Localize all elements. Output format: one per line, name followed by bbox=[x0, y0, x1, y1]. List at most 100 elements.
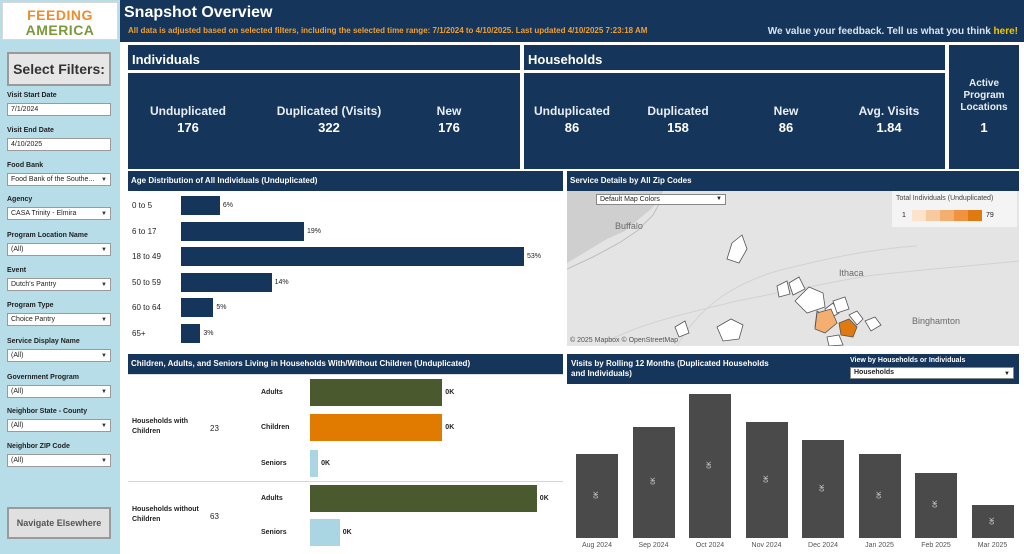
age-bar bbox=[181, 196, 220, 215]
filter-program-location-name-select[interactable]: (All) ▼ bbox=[7, 243, 111, 256]
navigate-elsewhere-button[interactable]: Navigate Elsewhere bbox=[7, 507, 111, 539]
filter-service-display-name-select[interactable]: (All) ▼ bbox=[7, 349, 111, 362]
metric-value: 86 bbox=[564, 120, 580, 135]
feedback-message: We value your feedback. Tell us what you… bbox=[768, 26, 1018, 37]
hh-value-label: 0K bbox=[445, 389, 455, 396]
hh-group-without-children: Households without Children bbox=[132, 506, 199, 523]
filter-value: (All) bbox=[11, 457, 24, 464]
divider bbox=[128, 374, 563, 375]
zip-area[interactable] bbox=[826, 334, 844, 346]
zip-area[interactable] bbox=[864, 316, 882, 332]
legend-max: 79 bbox=[986, 212, 994, 219]
view-by-select[interactable]: Households ▼ bbox=[850, 367, 1014, 379]
metric-ind-duplicated: Duplicated (Visits) 322 bbox=[259, 104, 399, 135]
visits-month-label: Dec 2024 bbox=[808, 542, 838, 549]
hh-group-with-children: Households with Children bbox=[132, 418, 188, 435]
age-value-label: 3% bbox=[203, 329, 214, 337]
filter-program-type-select[interactable]: Choice Pantry ▼ bbox=[7, 313, 111, 326]
households-metrics: Unduplicated 86 Duplicated 158 New 86 Av… bbox=[524, 73, 945, 169]
road-line bbox=[676, 245, 918, 346]
hh-count-with-children: 23 bbox=[210, 424, 219, 433]
individuals-title: Individuals bbox=[132, 52, 200, 67]
filter-food-bank-select[interactable]: Food Bank of the Southe... ▼ bbox=[7, 173, 111, 186]
visits-bar-label: 0K bbox=[876, 491, 883, 499]
metric-label: Duplicated (Visits) bbox=[276, 104, 382, 118]
visits-chart: 0K Aug 2024 0K Sep 2024 0K Oct 2024 0K Nov 2024… bbox=[567, 384, 1019, 554]
chevron-down-icon: ▼ bbox=[101, 177, 107, 183]
visits-bar bbox=[971, 505, 1014, 538]
chevron-down-icon: ▼ bbox=[1004, 371, 1010, 377]
individuals-title-bar: Individuals bbox=[128, 45, 520, 70]
map-colors-dropdown[interactable]: Default Map Colors ▼ bbox=[596, 194, 726, 205]
zip-area-highlight[interactable] bbox=[814, 308, 838, 334]
visits-bar-label: 0K bbox=[650, 477, 657, 485]
legend-min: 1 bbox=[902, 212, 906, 219]
filter-label-visit-start-date: Visit Start Date bbox=[7, 92, 57, 99]
visits-month-label: Jan 2025 bbox=[865, 542, 894, 549]
zip-area[interactable] bbox=[674, 320, 690, 338]
metric-hh-duplicated: Duplicated 158 bbox=[632, 104, 724, 135]
individuals-metrics: Unduplicated 176 Duplicated (Visits) 322… bbox=[128, 73, 520, 169]
filter-label-program-location-name: Program Location Name bbox=[7, 232, 88, 239]
visits-bar-label: 0K bbox=[820, 484, 826, 492]
filter-government-program-select[interactable]: (All) ▼ bbox=[7, 385, 111, 398]
age-value-label: 6% bbox=[222, 202, 233, 209]
age-bar bbox=[181, 221, 304, 241]
legend-title: Total Individuals (Unduplicated) bbox=[896, 195, 994, 202]
metric-value: 158 bbox=[667, 120, 689, 135]
filter-value: 7/1/2024 bbox=[11, 106, 39, 113]
metric-hh-unduplicated: Unduplicated 86 bbox=[528, 104, 616, 135]
age-value-label: 14% bbox=[274, 278, 289, 286]
active-locations-value: 1 bbox=[980, 120, 988, 135]
visits-title: Visits by Rolling 12 Months (Duplicated … bbox=[571, 359, 769, 378]
visits-bar bbox=[858, 454, 901, 538]
view-by-label: View by Households or Individuals bbox=[850, 357, 966, 364]
feedback-link[interactable]: here! bbox=[993, 26, 1018, 37]
filter-visit-start-date-input[interactable]: 7/1/2024 bbox=[7, 103, 111, 116]
shoreline bbox=[567, 196, 664, 270]
filter-neighbor-state-county-select[interactable]: (All) ▼ bbox=[7, 419, 111, 432]
households-title: Households bbox=[528, 52, 603, 67]
filter-label-neighbor-state-county: Neighbor State - County bbox=[7, 408, 88, 415]
metric-value: 322 bbox=[318, 120, 340, 135]
metric-value: 176 bbox=[177, 120, 199, 135]
zip-code-map[interactable]: Default Map Colors ▼ Total Individuals (U… bbox=[567, 191, 1019, 346]
zip-area[interactable] bbox=[716, 318, 744, 342]
chevron-down-icon: ▼ bbox=[716, 196, 722, 202]
filter-event-select[interactable]: Dutch's Pantry ▼ bbox=[7, 278, 111, 291]
filter-label-program-type: Program Type bbox=[7, 302, 54, 309]
road-line bbox=[606, 260, 1019, 342]
active-locations-label: Active Program Locations bbox=[960, 78, 1008, 113]
zip-area-highlight[interactable] bbox=[838, 318, 858, 338]
chevron-down-icon: ▼ bbox=[101, 317, 107, 323]
age-distribution-chart: 0 to 5 6% 6 to 17 19% 18 to 49 53% 50 to 59 14%… bbox=[128, 191, 563, 346]
hh-count-without-children: 63 bbox=[210, 512, 219, 521]
zip-area[interactable] bbox=[794, 286, 826, 314]
view-by-value: Households bbox=[854, 369, 895, 376]
age-category-label: 0 to 5 bbox=[132, 201, 153, 210]
legend-swatch bbox=[968, 210, 982, 221]
age-bar bbox=[181, 247, 524, 266]
age-value-label: 53% bbox=[527, 253, 542, 260]
zip-area[interactable] bbox=[848, 310, 864, 326]
zip-area[interactable] bbox=[832, 296, 850, 314]
chevron-down-icon: ▼ bbox=[101, 247, 107, 253]
filter-visit-end-date-input[interactable]: 4/10/2025 bbox=[7, 138, 111, 151]
filter-sidebar: FEEDING AMERICA Select Filters: Visit St… bbox=[0, 0, 120, 554]
zip-area[interactable] bbox=[788, 276, 806, 296]
hh-category-label: Seniors bbox=[261, 529, 287, 536]
zip-area[interactable] bbox=[726, 234, 748, 264]
filter-value: (All) bbox=[11, 422, 24, 429]
filter-agency-select[interactable]: CASA Trinity - Elmira ▼ bbox=[7, 207, 111, 220]
zip-area[interactable] bbox=[776, 280, 791, 298]
visits-bar bbox=[689, 394, 731, 538]
filter-label-food-bank: Food Bank bbox=[7, 162, 44, 169]
hh-value-label: 0K bbox=[445, 424, 455, 431]
age-category-label: 50 to 59 bbox=[132, 277, 161, 287]
visits-bar bbox=[745, 421, 788, 538]
hh-category-label: Children bbox=[261, 424, 290, 431]
metric-label: Avg. Visits bbox=[858, 104, 920, 118]
filter-neighbor-zip-code-select[interactable]: (All) ▼ bbox=[7, 454, 111, 467]
hh-value-label: 0K bbox=[342, 529, 352, 536]
metric-value: 1.84 bbox=[876, 120, 902, 135]
